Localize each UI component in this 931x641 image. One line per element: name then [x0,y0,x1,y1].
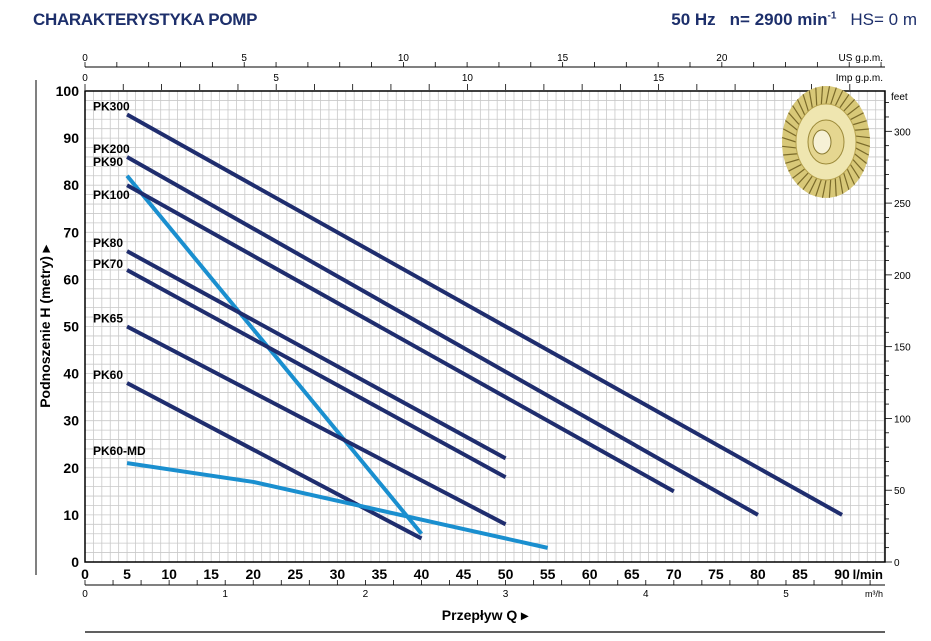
curve-pk60-md [126,461,549,550]
curve-pk200 [126,155,759,517]
imp-gpm-unit-label: Imp g.p.m. [836,73,883,84]
x-tick-label: 35 [372,566,388,582]
y-tick-label: 50 [63,319,79,335]
y-tick-label: 100 [56,83,80,99]
impeller-image [781,86,871,198]
x-tick-label: 10 [161,566,177,582]
m3h-tick-label: 4 [643,589,649,600]
y-tick-label: 90 [63,130,79,146]
feet-tick-label: 250 [894,199,911,210]
x-tick-label: 65 [624,566,640,582]
curve-pk80 [126,249,507,461]
y-tick-label: 60 [63,271,79,287]
curve-pk70 [126,268,507,479]
m3h-tick-label: 1 [222,589,228,600]
series-label-pk80: PK80 [93,236,123,250]
x-axis-label: Przepływ Q ▸ [442,607,529,623]
y-tick-label: 70 [63,224,79,240]
x-tick-label: 90 [834,566,850,582]
curve-pk65 [126,324,507,527]
x-tick-label: 60 [582,566,598,582]
feet-tick-label: 100 [894,414,911,425]
series-label-pk65: PK65 [93,312,123,326]
x-tick-label: 15 [203,566,219,582]
x-tick-label: 20 [245,566,261,582]
m3h-tick-label: 0 [82,589,88,600]
series-label-pk60: PK60 [93,368,123,382]
x-tick-label: 70 [666,566,682,582]
operating-conditions: 50 Hz n= 2900 min-1 HS= 0 m [657,10,917,30]
y-tick-label: 30 [63,413,79,429]
x-tick-label: 5 [123,566,131,582]
series-label-pk200: PK200 [93,142,130,156]
series-label-pk100: PK100 [93,188,130,202]
y-tick-label: 40 [63,366,79,382]
x-tick-label: 30 [330,566,346,582]
suction-height: HS= 0 m [850,10,917,29]
us-gpm-tick-label: 15 [557,53,569,64]
series-label-pk70: PK70 [93,257,123,271]
series-label-pk60-md: PK60-MD [93,444,146,458]
frequency: 50 Hz [671,10,716,29]
x-tick-label: 45 [456,566,472,582]
feet-unit-label: feet [891,92,908,103]
x-tick-label: 25 [288,566,304,582]
y-tick-label: 20 [63,460,79,476]
imp-gpm-tick-label: 0 [82,73,88,84]
imp-gpm-tick-label: 5 [273,73,279,84]
x-tick-label: 0 [81,566,89,582]
x-tick-label: 50 [498,566,514,582]
plot-border [84,90,886,563]
x-unit-label: l/min [853,567,883,582]
m3h-tick-label: 3 [503,589,509,600]
feet-tick-label: 0 [894,558,900,569]
us-gpm-tick-label: 20 [716,53,728,64]
y-tick-label: 80 [63,177,79,193]
speed: n= 2900 min-1 [729,10,837,29]
series-label-pk300: PK300 [93,100,130,114]
x-tick-label: 85 [792,566,808,582]
m3h-unit-label: m³/h [865,589,883,599]
x-tick-label: 80 [750,566,766,582]
y-tick-label: 0 [71,554,79,570]
us-gpm-tick-label: 5 [241,53,247,64]
curve-pk100 [126,183,675,494]
feet-tick-label: 50 [894,486,906,497]
m3h-tick-label: 2 [363,589,369,600]
imp-gpm-tick-label: 15 [653,73,665,84]
curve-pk90 [125,174,424,536]
series-label-pk90: PK90 [93,155,123,169]
x-tick-label: 40 [414,566,430,582]
feet-tick-label: 200 [894,271,911,282]
y-axis-label: Podnoszenie H (metry) ▸ [37,244,53,408]
us-gpm-tick-label: 0 [82,53,88,64]
x-tick-label: 55 [540,566,556,582]
x-tick-label: 75 [708,566,724,582]
m3h-tick-label: 5 [783,589,789,600]
imp-gpm-tick-label: 10 [462,73,474,84]
feet-tick-label: 150 [894,343,911,354]
feet-tick-label: 300 [894,127,911,138]
us-gpm-unit-label: US g.p.m. [839,53,883,64]
page-title: CHARAKTERYSTYKA POMP [33,10,258,29]
us-gpm-tick-label: 10 [398,53,410,64]
curve-pk60 [126,381,423,541]
curve-pk300 [126,112,844,517]
y-tick-label: 10 [63,507,79,523]
